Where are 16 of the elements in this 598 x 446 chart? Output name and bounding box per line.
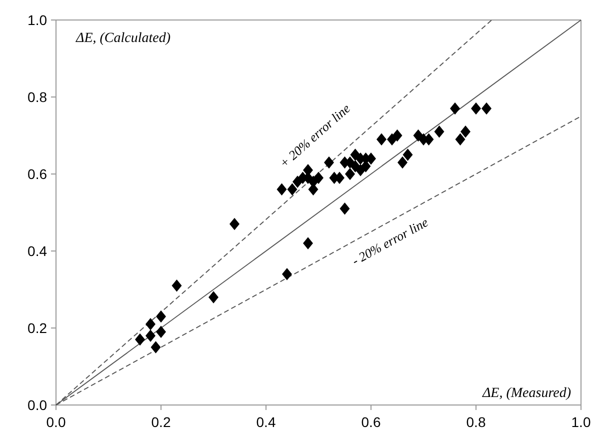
x-tick-label: 0.0 <box>46 414 66 430</box>
y-tick-label: 0.8 <box>28 89 48 105</box>
x-tick-label: 0.8 <box>466 414 486 430</box>
y-axis-title: ΔE, (Calculated) <box>75 31 171 46</box>
x-tick-label: 1.0 <box>571 414 591 430</box>
x-axis-title: ΔE, (Measured) <box>481 386 572 401</box>
y-tick-label: 1.0 <box>28 12 48 28</box>
y-tick-label: 0.4 <box>28 243 48 259</box>
x-tick-label: 0.4 <box>256 414 276 430</box>
y-tick-label: 0.0 <box>28 397 48 413</box>
x-tick-label: 0.2 <box>151 414 171 430</box>
annotation: + 20% error line <box>276 100 354 171</box>
y-tick-label: 0.6 <box>28 166 48 182</box>
x-tick-label: 0.6 <box>361 414 381 430</box>
annotation: - 20% error line <box>349 214 431 268</box>
y-tick-label: 0.2 <box>28 320 48 336</box>
